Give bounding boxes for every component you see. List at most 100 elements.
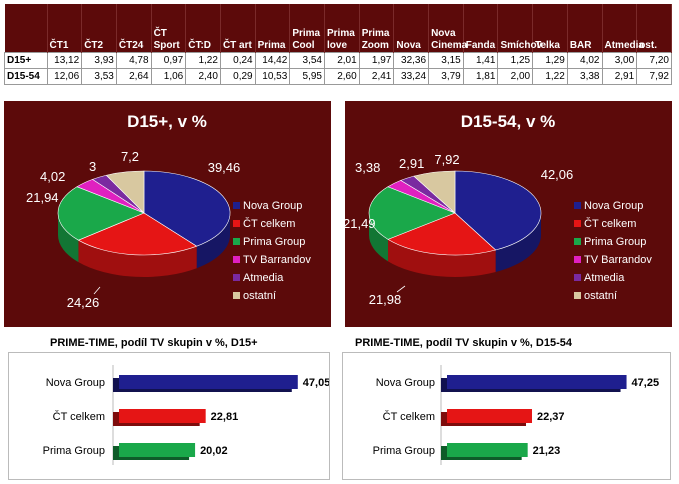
pie-slice-side	[78, 240, 197, 277]
column-header: ČT Sport	[151, 4, 187, 53]
table-cell: 3,00	[601, 52, 638, 69]
pie-data-label: 4,02	[40, 169, 65, 184]
pie-panel-d1554: D15-54, v % 42,06 21,98 21,49 3,38 2,91 7,92 No…	[345, 101, 672, 327]
table-cell: 7,20	[636, 52, 672, 69]
table-cell: 3,53	[81, 68, 117, 85]
column-header: ČT1	[47, 4, 83, 53]
table-row: D15+ 13,12 3,93 4,78 0,97 1,22 0,24 14,42 3,54 2,…	[4, 52, 672, 69]
pie-slice-ostatn-	[413, 170, 456, 214]
legend-swatch	[233, 292, 240, 299]
legend-label: ostatní	[584, 290, 617, 302]
legend-label: ČT celkem	[584, 217, 636, 230]
pie-data-label: 3,38	[355, 160, 380, 175]
pie-slice-side	[196, 213, 230, 269]
legend-label: Nova Group	[584, 200, 643, 212]
table-cell: 3,38	[566, 68, 603, 85]
bar-nova-group	[119, 375, 298, 389]
pie-data-label: 39,46	[208, 160, 241, 175]
pie-slice-ostatn-	[105, 170, 145, 214]
pie-slice--t-celkem	[387, 212, 497, 256]
pie-leader-line	[93, 286, 101, 295]
legend-swatch	[574, 202, 581, 209]
pie-slice-nova-group	[454, 170, 542, 251]
bar-category-label: Prima Group	[373, 445, 435, 457]
row-label: D15-54	[4, 68, 48, 85]
legend-swatch	[233, 202, 240, 209]
table-cell: 0,29	[219, 68, 256, 85]
table-cell: 4,78	[115, 52, 152, 69]
bar-nova-group	[447, 375, 627, 389]
bar-value-label: 22,81	[211, 411, 239, 423]
table-cell: 33,24	[393, 68, 430, 85]
legend-swatch	[574, 220, 581, 227]
column-header: ČT:D	[185, 4, 221, 53]
column-header: ČT24	[116, 4, 152, 53]
table-cell: 2,40	[185, 68, 221, 85]
legend-label: ostatní	[243, 290, 276, 302]
pie-title: D15-54, v %	[461, 112, 556, 131]
legend-swatch	[574, 238, 581, 245]
column-header: Prima	[255, 4, 291, 53]
table-cell: 2,00	[497, 68, 534, 85]
column-header: ost.	[636, 4, 672, 53]
table-cell: 3,79	[428, 68, 464, 85]
pie-data-label: 21,98	[369, 292, 402, 307]
legend-swatch	[574, 274, 581, 281]
column-header: Atmedia	[602, 4, 644, 53]
table-cell: 0,97	[150, 52, 187, 69]
table-cell: 1,06	[150, 68, 187, 85]
share-table: ČT1 ČT2 ČT24 ČT Sport ČT:D ČT art Prima Prima C…	[4, 4, 672, 85]
column-header: Fanda	[463, 4, 499, 53]
pie-title: D15+, v %	[127, 112, 207, 131]
pie-data-label: 7,92	[434, 152, 459, 167]
row-label: D15+	[4, 52, 48, 69]
column-header: Smíchov	[497, 4, 542, 53]
legend-swatch	[574, 292, 581, 299]
legend-label: TV Barrandov	[584, 254, 652, 266]
legend-label: Atmedia	[584, 272, 625, 284]
pie-data-label: 7,2	[121, 149, 139, 164]
bar-chart-box-d15: Nova Group 47,05 ČT celkem 22,81 Prima Group…	[8, 352, 330, 480]
table-cell: 7,92	[636, 68, 672, 85]
bar-value-label: 47,05	[303, 377, 329, 389]
bar-category-label: Nova Group	[376, 377, 435, 389]
table-cell: 3,54	[289, 52, 325, 69]
table-cell: 3,15	[428, 52, 464, 69]
column-header: ČT art	[220, 4, 256, 53]
column-header: BAR	[567, 4, 603, 53]
pie-data-label: 3	[89, 159, 96, 174]
bar-category-label: Nova Group	[46, 377, 105, 389]
pie-data-label: 21,49	[345, 216, 376, 231]
bar-prima-group	[119, 443, 196, 457]
table-cell: 1,81	[462, 68, 499, 85]
table-cell: 4,02	[566, 52, 603, 69]
table-cell: 1,22	[532, 68, 568, 85]
table-cell: 5,95	[289, 68, 325, 85]
column-header: Prima Zoom	[359, 4, 395, 53]
table-cell: 10,53	[254, 68, 291, 85]
pie-slice-prima-group	[57, 186, 145, 241]
bar-value-label: 20,02	[200, 445, 228, 457]
legend-label: Prima Group	[243, 236, 305, 248]
pie-chart-d1554: D15-54, v % 42,06 21,98 21,49 3,38 2,91 7,92 No…	[345, 112, 652, 307]
pie-slice-nova-group	[143, 170, 231, 247]
table-cell: 13,12	[46, 52, 83, 69]
bar-value-label: 22,37	[537, 411, 565, 423]
legend-swatch	[233, 238, 240, 245]
pie-leader-line	[396, 285, 406, 293]
pie-chart-d15: D15+, v % 39,46 24,26 21,94 4,02 3 7,2 Nova Gro…	[26, 112, 311, 310]
table-cell: 2,64	[115, 68, 152, 85]
pie-slice--t-celkem	[77, 212, 198, 256]
column-header: Prima love	[324, 4, 360, 53]
table-cell: 12,06	[46, 68, 83, 85]
bar-chart-title-d15: PRIME-TIME, podíl TV skupin v %, D15+	[50, 337, 258, 349]
pie-slice-prima-group	[368, 186, 456, 240]
table-cell: 1,25	[497, 52, 534, 69]
table-cell: 1,22	[185, 52, 221, 69]
table-cell: 2,41	[358, 68, 395, 85]
table-cell: 1,29	[532, 52, 568, 69]
bar-value-label: 21,23	[533, 445, 561, 457]
bar--t-celkem	[119, 409, 206, 423]
table-cell: 0,24	[219, 52, 256, 69]
table-cell: 2,01	[324, 52, 360, 69]
